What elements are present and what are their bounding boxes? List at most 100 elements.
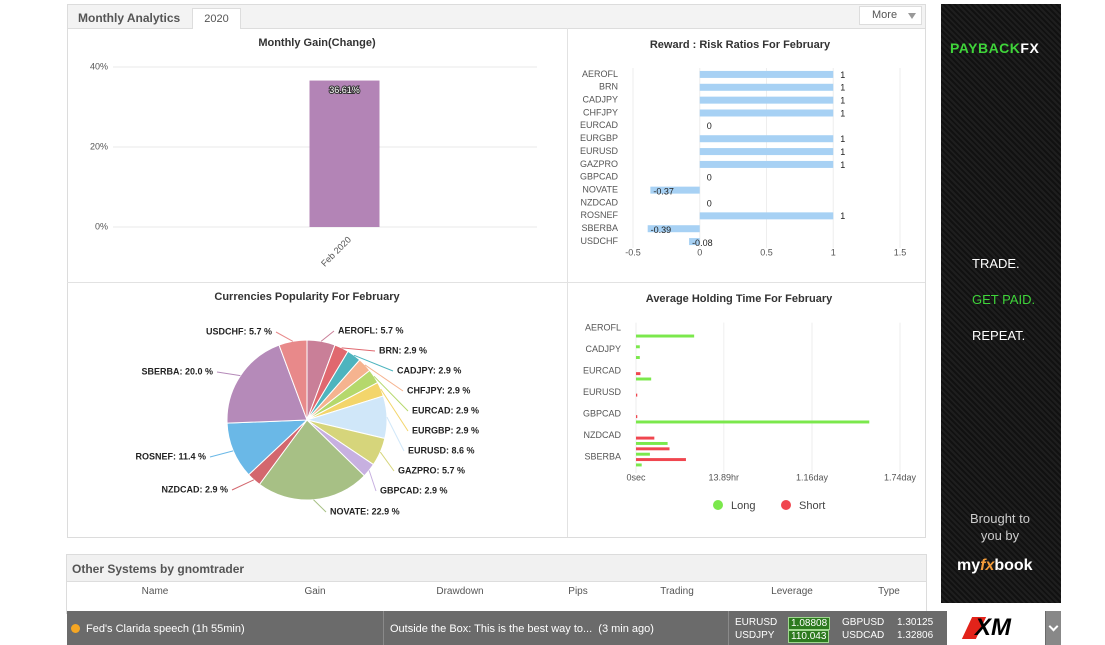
y-tick-label: USDCHF <box>581 236 619 246</box>
bar <box>636 372 641 376</box>
data-label: 1 <box>840 160 845 170</box>
label-connector <box>341 347 376 352</box>
chart-title: Reward : Risk Ratios For February <box>650 39 831 51</box>
article-item[interactable]: Outside the Box: This is the best way to… <box>390 623 654 635</box>
x-tick-label: 1.16day <box>796 472 829 482</box>
quote-price: 1.30125 <box>897 617 934 628</box>
news-item[interactable]: Fed's Clarida speech (1h 55min) <box>86 623 245 635</box>
y-tick-label: ROSNEF <box>580 210 618 220</box>
y-tick-label: EURCAD <box>580 120 619 130</box>
y-tick-label: AEROFL <box>582 69 618 79</box>
tab-title[interactable]: Monthly Analytics <box>78 11 181 25</box>
other-systems-header <box>67 555 926 582</box>
y-tick-label: EURCAD <box>583 365 622 375</box>
bar <box>699 83 834 91</box>
y-tick-label: GAZPRO <box>580 159 618 169</box>
bar <box>636 334 695 338</box>
data-label: 1 <box>840 70 845 80</box>
column-header: Name <box>141 586 169 597</box>
chart-title: Average Holding Time For February <box>646 293 833 305</box>
chart-title: Monthly Gain(Change) <box>258 37 376 49</box>
label-connector <box>380 388 409 432</box>
legend-swatch <box>781 500 791 510</box>
data-label: 36.61% <box>329 85 360 95</box>
y-tick-label: 0% <box>95 221 108 231</box>
label-connector <box>320 330 335 342</box>
more-arrow <box>908 13 916 19</box>
bar <box>650 186 700 194</box>
x-tick-label: Feb 2020 <box>319 235 353 269</box>
label-connector <box>209 450 234 458</box>
y-tick-label: SBERBA <box>584 451 621 461</box>
legend-swatch <box>713 500 723 510</box>
bar <box>699 212 834 220</box>
x-tick-label: 0sec <box>626 472 646 482</box>
data-label: 1 <box>840 83 845 93</box>
label-connector <box>275 331 294 342</box>
news-dot <box>71 624 80 633</box>
x-tick-label: 1.5 <box>894 247 907 257</box>
expand-button[interactable] <box>1046 611 1061 645</box>
bar <box>636 420 870 424</box>
ad-line: REPEAT. <box>972 328 1026 343</box>
x-tick-label: 1 <box>831 247 836 257</box>
ad-line: TRADE. <box>972 256 1020 271</box>
bar <box>636 458 686 462</box>
bar <box>699 148 834 156</box>
pie-label: ROSNEF: 11.4 % <box>135 451 206 461</box>
y-tick-label: EURUSD <box>580 146 619 156</box>
bar <box>699 70 834 78</box>
quote-symbol: EURUSD <box>735 617 778 628</box>
broker-logo[interactable]: XM <box>947 611 1045 645</box>
analytics-panel <box>67 4 926 538</box>
bar <box>636 452 650 456</box>
ticker-bar <box>67 611 1061 645</box>
ad-logo: myfxbook <box>957 557 1033 575</box>
more-button[interactable]: More <box>859 6 922 25</box>
data-label: -0.39 <box>651 225 672 235</box>
x-tick-label: 1.74day <box>884 472 917 482</box>
bar <box>636 356 640 359</box>
ad-brand: PAYBACKFX <box>950 40 1039 56</box>
quote-price: 1.32806 <box>897 630 934 641</box>
y-tick-label: BRN <box>599 82 618 92</box>
y-tick-label: EURGBP <box>580 133 618 143</box>
ad-banner[interactable]: PAYBACKFX TRADE. GET PAID. REPEAT. Broug… <box>941 4 1061 603</box>
y-tick-label: NZDCAD <box>584 430 622 440</box>
pie-label: GAZPRO: 5.7 % <box>398 465 465 475</box>
pie-label: AEROFL: 5.7 % <box>338 325 404 335</box>
ticker-divider <box>383 611 384 645</box>
x-tick-label: 13.89hr <box>709 472 740 482</box>
data-label: -0.08 <box>692 238 713 248</box>
year-tab[interactable]: 2020 <box>192 8 241 29</box>
chart-title: Currencies Popularity For February <box>214 291 400 303</box>
bar <box>636 415 638 419</box>
column-header: Pips <box>568 586 588 597</box>
pie-label: EURGBP: 2.9 % <box>412 425 479 435</box>
bar <box>636 345 640 349</box>
column-header: Type <box>878 586 900 597</box>
label-connector <box>216 371 241 377</box>
y-tick-label: 40% <box>90 61 108 71</box>
bar <box>699 96 834 104</box>
quote-symbol: USDJPY <box>735 630 775 641</box>
y-tick-label: SBERBA <box>581 223 618 233</box>
bar <box>636 436 655 440</box>
bar <box>636 463 642 467</box>
legend-label: Short <box>799 500 825 512</box>
quote-symbol: USDCAD <box>842 630 885 641</box>
quote-price: 1.08808 <box>788 617 831 630</box>
quote-price: 110.043 <box>788 630 830 643</box>
ticker-divider <box>728 611 729 645</box>
pie-label: NZDCAD: 2.9 % <box>161 484 228 494</box>
label-connector <box>353 354 394 372</box>
bar <box>636 441 668 445</box>
label-connector <box>368 470 377 492</box>
logo-c: book <box>994 557 1033 574</box>
column-header: Leverage <box>771 586 813 597</box>
pie-label: CADJPY: 2.9 % <box>397 365 461 375</box>
more-label: More <box>872 9 898 21</box>
label-connector <box>231 479 255 491</box>
quote-symbol: GBPUSD <box>842 617 885 628</box>
